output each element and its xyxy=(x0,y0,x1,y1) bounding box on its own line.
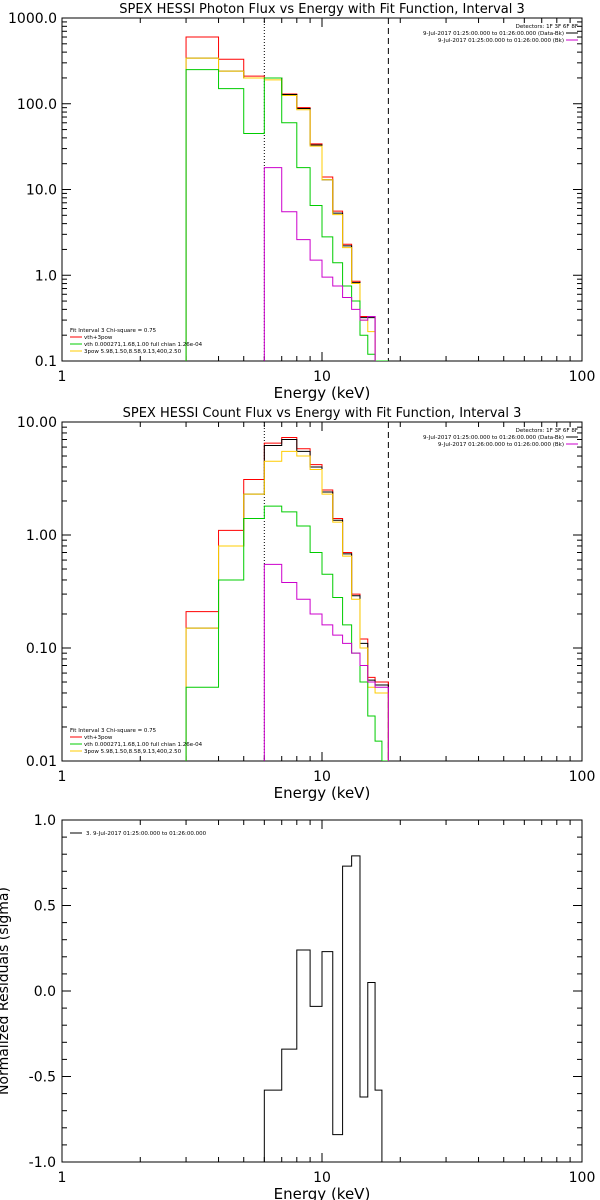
series-2 xyxy=(185,57,376,361)
y-tick-label: 100.0 xyxy=(17,97,57,113)
plot-frame xyxy=(61,17,583,362)
legend-bottomleft-text: vth 0.000271,1.68,1.00 full chian 1.26e-… xyxy=(84,342,203,348)
legend-topright-text: 9-Jul-2017 01:25:00.000 to 01:26:00.000 … xyxy=(423,435,564,441)
chart-3: 1 10 100 Energy (keV) -1.0 -0.5 0.0 0.5 1.0 Norma… xyxy=(0,813,595,1200)
y-tick-label: 10.0 xyxy=(26,183,57,199)
legend-bottomleft-text: vth+3pow xyxy=(84,335,113,341)
series-4 xyxy=(185,505,389,761)
series-5 xyxy=(263,167,376,361)
y-tick-label: -1.0 xyxy=(29,1155,56,1171)
y-tick-label: -0.5 xyxy=(29,1070,56,1086)
y-tick-label: 1.0 xyxy=(34,813,56,829)
legend-bottomleft-text: 3pow 5.98,1.50,8.58,9.13,400,2.50 xyxy=(84,349,182,355)
series-4 xyxy=(185,69,389,361)
x-tick-label: 10 xyxy=(313,369,331,385)
series-3 xyxy=(185,57,376,361)
x-axis-label: Energy (keV) xyxy=(274,384,371,402)
series-1 xyxy=(185,36,376,361)
x-tick-label: 100 xyxy=(569,769,596,785)
legend-topright-text: Detectors: 1F 3F 6F 8F xyxy=(516,428,578,434)
legend-topright-text: 9-Jul-2017 01:26:00.000 to 01:26:00.000 … xyxy=(438,442,564,448)
x-tick-label: 1 xyxy=(58,369,67,385)
y-tick-label: 1.0 xyxy=(35,268,57,284)
legend-bottomleft-text: Fit Interval 3 Chi-square = 0.75 xyxy=(70,728,157,734)
x-axis-label: Energy (keV) xyxy=(274,1185,371,1200)
x-tick-label: 10 xyxy=(313,1170,331,1186)
y-tick-label: 0.01 xyxy=(26,754,57,770)
series-1 xyxy=(263,855,389,1162)
chart-2: SPEX HESSI Count Flux vs Energy with Fit… xyxy=(17,406,595,802)
series-5 xyxy=(263,563,389,761)
legend-bottomleft-text: vth 0.000271,1.68,1.00 full chian 1.26e-… xyxy=(84,742,203,748)
x-tick-label: 100 xyxy=(569,1170,596,1186)
x-axis-label: Energy (keV) xyxy=(274,784,371,802)
x-tick-label: 10 xyxy=(313,769,331,785)
series-3 xyxy=(185,450,389,761)
chart-1: SPEX HESSI Photon Flux vs Energy with Fi… xyxy=(8,2,595,402)
legend-topright-text: 9-Jul-2017 01:25:00.000 to 01:26:00.000 … xyxy=(423,31,564,37)
y-tick-label: 10.00 xyxy=(17,415,57,431)
y-tick-label: 1000.0 xyxy=(8,11,57,27)
legend-topright-text: Detectors: 1F 3F 6F 8F xyxy=(516,24,578,30)
chart-title: SPEX HESSI Photon Flux vs Energy with Fi… xyxy=(119,2,525,17)
legend-bottomleft-text: 3pow 5.98,1.50,8.58,9.13,400,2.50 xyxy=(84,749,182,755)
y-axis-label: Normalized Residuals (sigma) xyxy=(0,887,12,1095)
legend-topright-text: 9-Jul-2017 01:25:00.000 to 01:26:00.000 … xyxy=(438,38,564,44)
legend-topleft-text: 3. 9-Jul-2017 01:25:00.000 to 01:26:00.0… xyxy=(86,831,207,837)
chart-title: SPEX HESSI Count Flux vs Energy with Fit… xyxy=(123,406,522,421)
x-tick-label: 1 xyxy=(58,769,67,785)
y-tick-label: 0.0 xyxy=(34,984,56,1000)
x-tick-label: 1 xyxy=(58,1170,67,1186)
series-2 xyxy=(185,439,389,761)
y-tick-label: 0.10 xyxy=(26,641,57,657)
legend-bottomleft-text: Fit Interval 3 Chi-square = 0.75 xyxy=(70,328,157,334)
x-tick-label: 100 xyxy=(569,369,596,385)
y-tick-label: 0.1 xyxy=(35,354,57,370)
legend-bottomleft-text: vth+3pow xyxy=(84,735,113,741)
y-tick-label: 0.5 xyxy=(34,899,56,915)
y-tick-label: 1.00 xyxy=(26,528,57,544)
